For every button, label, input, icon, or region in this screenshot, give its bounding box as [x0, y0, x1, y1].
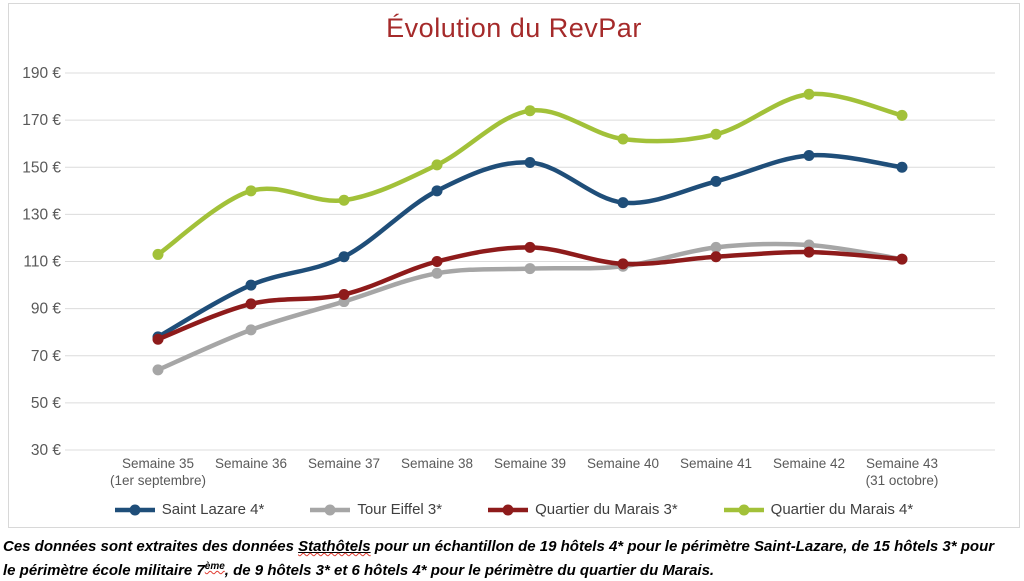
y-axis-tick-label: 50 € [31, 395, 62, 412]
series-point-quartier-du-marais-4-6 [710, 128, 722, 140]
x-axis-tick-label: Semaine 38 [401, 456, 473, 471]
series-point-saint-lazare-4-4 [524, 157, 536, 169]
y-axis-tick-label: 150 € [22, 159, 61, 176]
y-axis-tick-label: 130 € [22, 206, 61, 223]
series-point-quartier-du-marais-4-0 [152, 248, 164, 260]
legend-marker-icon [310, 504, 351, 515]
series-point-tour-eiffel-3-0 [152, 364, 164, 376]
legend-marker-icon [114, 504, 155, 515]
x-axis-tick-label: Semaine 43 [866, 456, 938, 471]
x-axis-tick-label: Semaine 37 [308, 456, 380, 471]
footnote-text: Ces données sont extraites des données [3, 538, 299, 555]
legend-marker-icon [488, 504, 529, 515]
y-axis-tick-label: 110 € [23, 254, 61, 271]
series-point-tour-eiffel-3-1 [245, 324, 257, 336]
series-point-quartier-du-marais-3-6 [710, 251, 722, 263]
series-point-quartier-du-marais-3-5 [617, 258, 629, 270]
x-axis-tick-label: Semaine 36 [215, 456, 287, 471]
series-point-quartier-du-marais-3-4 [524, 241, 536, 253]
series-point-quartier-du-marais-4-5 [617, 133, 629, 145]
series-point-quartier-du-marais-4-2 [338, 194, 350, 206]
chart-title: Évolution du RevPar [386, 13, 642, 43]
series-point-saint-lazare-4-2 [338, 251, 350, 263]
chart-frame: Évolution du RevPar 190 € 170 € 150 € 130 €… [8, 3, 1020, 528]
legend-item-quartier-du-marais-4: Quartier du Marais 4* [723, 501, 914, 518]
series-point-quartier-du-marais-3-0 [152, 333, 164, 345]
x-axis-tick-label: Semaine 40 [587, 456, 659, 471]
series-point-quartier-du-marais-3-7 [803, 246, 815, 258]
legend-label: Quartier du Marais 4* [770, 501, 914, 518]
series-point-saint-lazare-4-8 [896, 161, 908, 173]
x-axis-tick-label: Semaine 41 [680, 456, 752, 471]
legend-label: Tour Eiffel 3* [357, 501, 443, 518]
footnote-superscript: ème [204, 561, 225, 572]
series-point-saint-lazare-4-7 [803, 149, 815, 161]
spellcheck-underline: Stathôtels [298, 538, 371, 555]
legend-item-quartier-du-marais-3: Quartier du Marais 3* [488, 501, 678, 518]
series-point-tour-eiffel-3-6 [710, 241, 722, 253]
x-axis-tick-label: Semaine 39 [494, 456, 566, 471]
series-point-saint-lazare-4-1 [245, 279, 257, 291]
footnote-text: , de 9 hôtels 3* et 6 hôtels 4* pour le … [224, 562, 715, 579]
legend-item-tour-eiffel-3: Tour Eiffel 3* [310, 501, 442, 518]
series-point-quartier-du-marais-3-1 [245, 298, 257, 310]
y-axis-tick-label: 190 € [22, 65, 61, 82]
series-line-tour-eiffel-3 [155, 241, 905, 373]
x-axis-tick-sublabel: (31 octobre) [866, 473, 939, 488]
series-line-quartier-du-marais-4 [155, 91, 905, 257]
footnote-stathotels: Stathôtels [298, 538, 371, 555]
footnote-line-1: Ces données sont extraites des données S… [3, 537, 1023, 557]
footnote: Ces données sont extraites des données S… [3, 537, 1023, 581]
series-point-quartier-du-marais-4-3 [431, 159, 443, 171]
y-axis-tick-label: 90 € [31, 301, 62, 318]
series-point-tour-eiffel-3-3 [431, 267, 443, 279]
series-point-quartier-du-marais-4-7 [803, 88, 815, 100]
series-point-quartier-du-marais-3-8 [896, 253, 908, 265]
series-point-quartier-du-marais-4-8 [896, 109, 908, 121]
x-axis-tick-label: Semaine 35 [122, 456, 194, 471]
y-axis-tick-label: 70 € [31, 348, 62, 365]
series-point-quartier-du-marais-3-2 [338, 288, 350, 300]
series-point-saint-lazare-4-3 [431, 185, 443, 197]
legend-item-saint-lazare-4: Saint Lazare 4* [114, 501, 265, 518]
footnote-line-2: le périmètre école militaire 7ème, de 9 … [3, 557, 1023, 581]
chart-legend: Saint Lazare 4* Tour Eiffel 3* Quartier du… [9, 501, 1019, 518]
series-point-tour-eiffel-3-4 [524, 263, 536, 275]
footnote-text: le périmètre école militaire 7 [3, 562, 205, 579]
y-axis-tick-label: 30 € [31, 442, 62, 459]
legend-marker-icon [723, 504, 764, 515]
series-point-quartier-du-marais-4-1 [245, 185, 257, 197]
x-axis-tick-label: Semaine 42 [773, 456, 845, 471]
legend-label: Quartier du Marais 3* [535, 501, 678, 518]
legend-label: Saint Lazare 4* [161, 501, 265, 518]
footnote-text: pour un échantillon de 19 hôtels 4* pour… [370, 538, 995, 555]
series-point-saint-lazare-4-6 [710, 175, 722, 187]
series-point-quartier-du-marais-3-3 [431, 256, 443, 267]
revpar-line-chart-canvas: 190 € 170 € 150 € 130 € 110 € 90 € 70 € 50 € 30 … [22, 65, 995, 488]
series-point-quartier-du-marais-4-4 [524, 105, 536, 117]
x-axis-tick-sublabel: (1er septembre) [110, 473, 206, 488]
y-axis-tick-label: 170 € [22, 112, 61, 129]
series-point-saint-lazare-4-5 [617, 197, 629, 209]
